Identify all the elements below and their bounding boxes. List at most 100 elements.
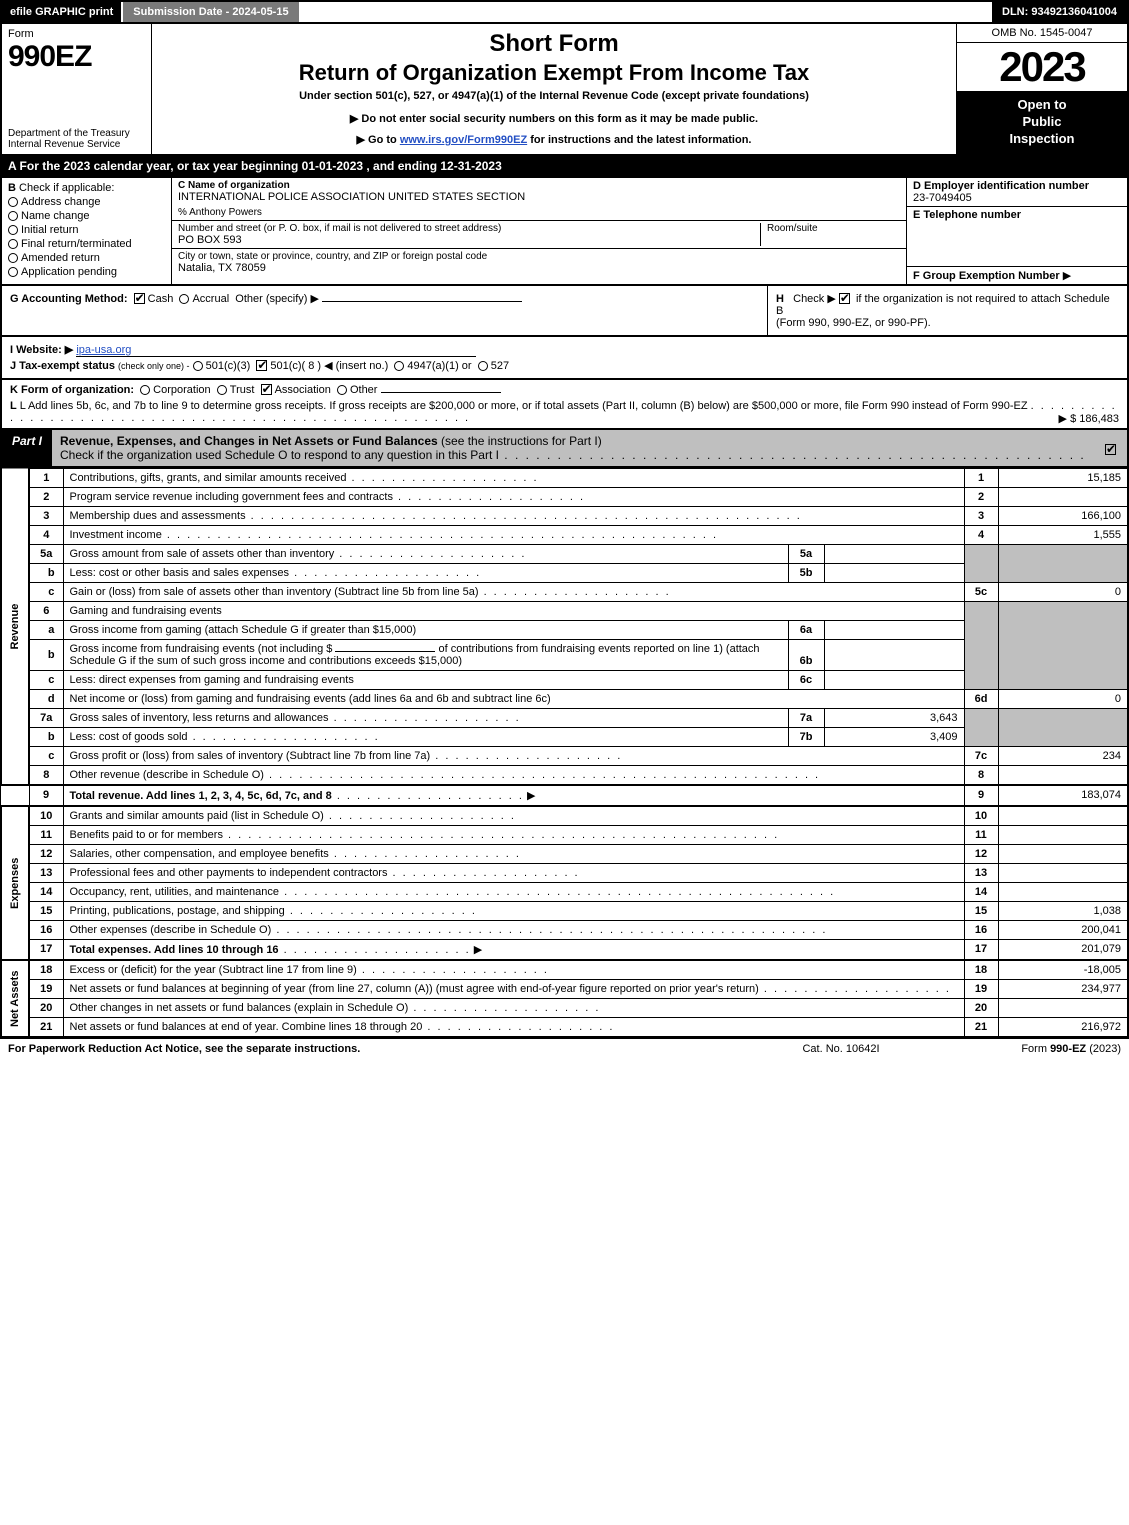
l5a-d: Gross amount from sale of assets other t… (63, 544, 788, 563)
l3-n: 3 (29, 506, 63, 525)
l6c-d: Less: direct expenses from gaming and fu… (63, 670, 788, 689)
l7b-d: Less: cost of goods sold (63, 727, 788, 746)
l5b-n: b (29, 563, 63, 582)
l19-rv: 234,977 (998, 979, 1128, 998)
part1-header: Part I Revenue, Expenses, and Changes in… (0, 430, 1129, 468)
col-c: C Name of organization INTERNATIONAL POL… (172, 178, 907, 284)
netassets-label: Net Assets (1, 960, 29, 1037)
b-opt-amended[interactable]: Amended return (8, 252, 165, 264)
l12-rn: 12 (964, 844, 998, 863)
k-hd: K Form of organization: (10, 384, 134, 396)
l20-rv (998, 998, 1128, 1017)
i-hd: I Website: ▶ (10, 344, 73, 356)
l6c-mn: 6c (788, 670, 824, 689)
l5a-mn: 5a (788, 544, 824, 563)
h-checkbox[interactable] (839, 293, 850, 304)
l6a-d: Gross income from gaming (attach Schedul… (63, 620, 788, 639)
j-527-radio[interactable] (478, 361, 488, 371)
submission-date: Submission Date - 2024-05-15 (123, 2, 298, 22)
l7b-n: b (29, 727, 63, 746)
c-city-block: City or town, state or province, country… (172, 249, 906, 276)
l8-rv (998, 765, 1128, 785)
l7a-mv: 3,643 (824, 708, 964, 727)
accrual-radio[interactable] (179, 294, 189, 304)
e-hd: E Telephone number (913, 209, 1121, 221)
l5a-mv (824, 544, 964, 563)
k-assoc-check[interactable] (261, 384, 272, 395)
l1-n: 1 (29, 468, 63, 487)
l5c-d: Gain or (loss) from sale of assets other… (63, 582, 964, 601)
l5c-rn: 5c (964, 582, 998, 601)
l1-d: Contributions, gifts, grants, and simila… (63, 468, 964, 487)
l10-d: Grants and similar amounts paid (list in… (63, 806, 964, 826)
l21-rn: 21 (964, 1017, 998, 1037)
footer-cat: Cat. No. 10642I (741, 1043, 941, 1055)
j-501c3-radio[interactable] (193, 361, 203, 371)
l13-rv (998, 863, 1128, 882)
street-val: PO BOX 593 (178, 234, 760, 246)
b-opt-name[interactable]: Name change (8, 210, 165, 222)
l7ab-grey (964, 708, 998, 746)
k-other: Other (350, 384, 378, 396)
l19-rn: 19 (964, 979, 998, 998)
irs-link[interactable]: www.irs.gov/Form990EZ (400, 134, 527, 146)
l20-d: Other changes in net assets or fund bala… (63, 998, 964, 1017)
top-bar: efile GRAPHIC print Submission Date - 20… (0, 0, 1129, 24)
l8-n: 8 (29, 765, 63, 785)
short-form-label: Short Form (162, 30, 946, 58)
l20-n: 20 (29, 998, 63, 1017)
part1-check[interactable] (1097, 430, 1127, 466)
b-opt-pending[interactable]: Application pending (8, 266, 165, 278)
l14-rn: 14 (964, 882, 998, 901)
city-hd: City or town, state or province, country… (178, 251, 900, 262)
k-corp-radio[interactable] (140, 385, 150, 395)
l1-rn: 1 (964, 468, 998, 487)
efile-print-button[interactable]: efile GRAPHIC print (2, 2, 123, 22)
l6-grey-v (998, 601, 1128, 689)
l4-rv: 1,555 (998, 525, 1128, 544)
l6d-d: Net income or (loss) from gaming and fun… (63, 689, 964, 708)
website-link[interactable]: ipa-usa.org (76, 344, 476, 357)
k-other-input[interactable] (381, 392, 501, 393)
org-name: INTERNATIONAL POLICE ASSOCIATION UNITED … (178, 191, 900, 203)
k-trust-radio[interactable] (217, 385, 227, 395)
j-501c-check[interactable] (256, 360, 267, 371)
l12-d: Salaries, other compensation, and employ… (63, 844, 964, 863)
b-label: Check if applicable: (19, 182, 114, 194)
l15-n: 15 (29, 901, 63, 920)
j-hd: J Tax-exempt status (10, 360, 115, 372)
l15-d: Printing, publications, postage, and shi… (63, 901, 964, 920)
b-opt-address[interactable]: Address change (8, 196, 165, 208)
l21-d: Net assets or fund balances at end of ye… (63, 1017, 964, 1037)
other-input[interactable] (322, 301, 522, 302)
k-other-radio[interactable] (337, 385, 347, 395)
cash-checkbox[interactable] (134, 293, 145, 304)
l18-d: Excess or (deficit) for the year (Subtra… (63, 960, 964, 980)
city-val: Natalia, TX 78059 (178, 262, 900, 274)
l13-rn: 13 (964, 863, 998, 882)
l7c-d: Gross profit or (loss) from sales of inv… (63, 746, 964, 765)
f-group: F Group Exemption Number ▶ (907, 267, 1127, 284)
b-opt-final[interactable]: Final return/terminated (8, 238, 165, 250)
l6b-mv (824, 639, 964, 670)
l5c-rv: 0 (998, 582, 1128, 601)
j-4947-radio[interactable] (394, 361, 404, 371)
care-of: % Anthony Powers (178, 207, 900, 218)
form-header: Form 990EZ Department of the Treasury In… (0, 24, 1129, 156)
l6b-n: b (29, 639, 63, 670)
l18-rn: 18 (964, 960, 998, 980)
l14-d: Occupancy, rent, utilities, and maintena… (63, 882, 964, 901)
l5ab-grey-v (998, 544, 1128, 582)
l7a-d: Gross sales of inventory, less returns a… (63, 708, 788, 727)
l6b-blank[interactable] (335, 651, 435, 652)
col-g: G Accounting Method: Cash Accrual Other … (2, 286, 767, 335)
header-middle: Short Form Return of Organization Exempt… (152, 24, 957, 154)
h-check-text: Check ▶ (793, 293, 836, 305)
header-sub3: ▶ Go to www.irs.gov/Form990EZ for instru… (162, 133, 946, 146)
header-sub2: ▶ Do not enter social security numbers o… (162, 112, 946, 125)
department: Department of the Treasury Internal Reve… (8, 128, 145, 150)
b-opt-initial[interactable]: Initial return (8, 224, 165, 236)
col-def: D Employer identification number 23-7049… (907, 178, 1127, 284)
l6c-mv (824, 670, 964, 689)
l14-rv (998, 882, 1128, 901)
